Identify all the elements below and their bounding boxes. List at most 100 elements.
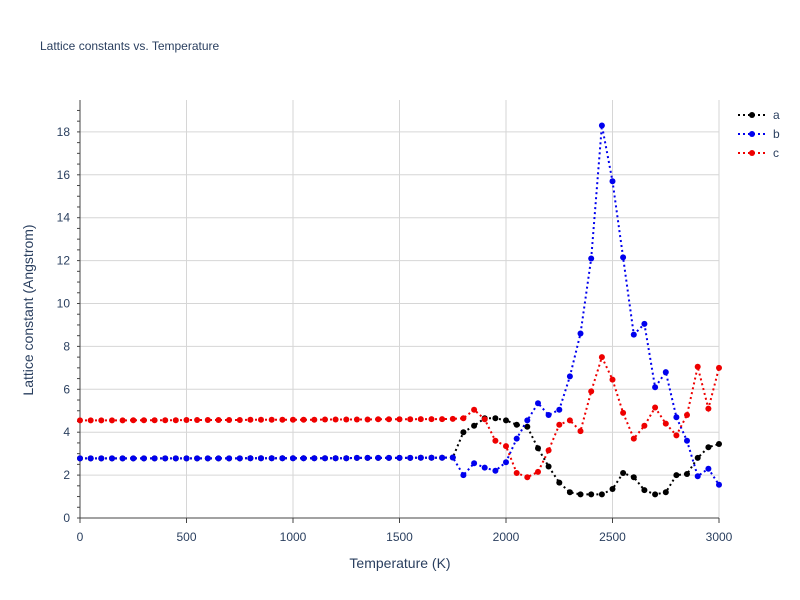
series-c-point	[311, 416, 318, 423]
y-tick-label: 14	[57, 211, 71, 225]
y-tick-label: 8	[63, 339, 70, 353]
series-a-point	[684, 471, 690, 477]
series-b-point	[439, 454, 446, 461]
series-b-point	[87, 455, 94, 462]
series-c-point	[535, 468, 541, 475]
y-tick-label: 12	[57, 254, 71, 268]
series-c-point	[226, 417, 233, 423]
series-c-point	[609, 376, 616, 383]
series-b-point	[396, 454, 403, 461]
series-b-point	[705, 465, 712, 472]
series-c-point	[343, 416, 350, 423]
series-b-point	[236, 455, 243, 462]
series-c-point	[630, 435, 637, 442]
series-a-point	[598, 491, 605, 498]
series-b-point	[524, 417, 531, 424]
series-a-point	[513, 421, 520, 428]
series-a-point	[588, 491, 595, 498]
series-c-point	[353, 416, 360, 423]
series-c-point	[716, 364, 722, 371]
series-b-point	[98, 455, 105, 462]
series-b-point	[215, 455, 222, 462]
series-a-point	[545, 463, 552, 470]
series-b-point	[119, 455, 126, 462]
series-b-point	[417, 454, 424, 461]
series-b-point	[311, 455, 318, 462]
series-c-point	[492, 437, 499, 444]
series-c-point	[503, 443, 509, 450]
series-a-point	[577, 491, 584, 498]
legend-label: a	[773, 108, 780, 122]
series-b-point	[162, 455, 169, 462]
series-a-point	[460, 429, 467, 436]
series-b-point	[641, 320, 648, 327]
series-b-point	[247, 455, 254, 462]
series-c-point	[673, 432, 680, 439]
series-b-point	[268, 455, 275, 462]
series-b-point	[428, 454, 435, 461]
series-layer	[77, 122, 722, 498]
legend[interactable]: abc	[738, 108, 780, 160]
series-a-point	[566, 489, 573, 496]
series-a-point	[556, 479, 563, 486]
series-c-point	[258, 416, 264, 423]
y-tick-label: 2	[63, 468, 70, 482]
series-b-point	[279, 455, 286, 462]
series-a-point	[609, 486, 616, 492]
series-c-point	[385, 416, 392, 423]
y-axis-title: Lattice constant (Angstrom)	[20, 224, 36, 395]
legend-item-c[interactable]: c	[738, 146, 779, 160]
series-c-point	[588, 388, 595, 395]
series-c-point	[460, 415, 467, 422]
series-a-point	[652, 491, 659, 498]
x-tick-label: 2500	[599, 530, 626, 544]
y-tick-label: 10	[57, 297, 71, 311]
series-c-point	[98, 417, 105, 424]
series-b-point	[364, 454, 371, 461]
series-b-point	[481, 464, 488, 471]
y-tick-label: 18	[57, 125, 71, 139]
series-c-point	[407, 416, 414, 423]
series-b-point	[694, 473, 701, 480]
series-c-point	[194, 417, 201, 423]
series-c-point	[279, 416, 286, 423]
series-c-point	[428, 416, 435, 423]
series-b-point	[662, 369, 669, 376]
axes: 0 500 1000 1500 2000 2500 3000 0 2 4 6 8 10 12 14 16 18	[57, 100, 733, 544]
series-c-point	[109, 417, 115, 424]
series-c-point	[332, 416, 339, 423]
series-a-point	[716, 441, 722, 447]
series-c-point	[290, 416, 296, 423]
series-b-point	[652, 384, 659, 391]
series-c-point	[322, 416, 328, 423]
series-c[interactable]	[77, 354, 722, 481]
series-b-point	[353, 454, 360, 461]
series-b-point	[385, 454, 392, 461]
legend-item-b[interactable]: b	[738, 127, 780, 141]
series-a-point	[492, 415, 499, 422]
series-b-point	[535, 400, 541, 407]
series-a-point	[673, 472, 680, 479]
x-tick-label: 1000	[280, 530, 307, 544]
series-b-point	[577, 330, 584, 337]
series-b-point	[566, 373, 573, 380]
series-c-point	[524, 474, 531, 481]
y-tick-label: 16	[57, 168, 71, 182]
series-c-point	[513, 470, 520, 476]
series-c-point	[204, 417, 211, 423]
series-b-point	[300, 455, 307, 462]
series-b[interactable]	[77, 122, 722, 488]
series-c-point	[268, 416, 275, 423]
series-c-point	[162, 417, 169, 424]
y-tick-label: 6	[63, 382, 70, 396]
series-b-point	[449, 454, 456, 461]
series-b-point	[620, 254, 627, 261]
series-b-point	[460, 472, 467, 479]
legend-item-a[interactable]: a	[738, 108, 780, 122]
series-c-point	[77, 417, 83, 424]
series-b-point	[407, 454, 414, 461]
series-c-point	[566, 417, 573, 424]
series-c-point	[236, 417, 243, 423]
series-c-point	[641, 422, 648, 429]
x-tick-label: 3000	[706, 530, 733, 544]
